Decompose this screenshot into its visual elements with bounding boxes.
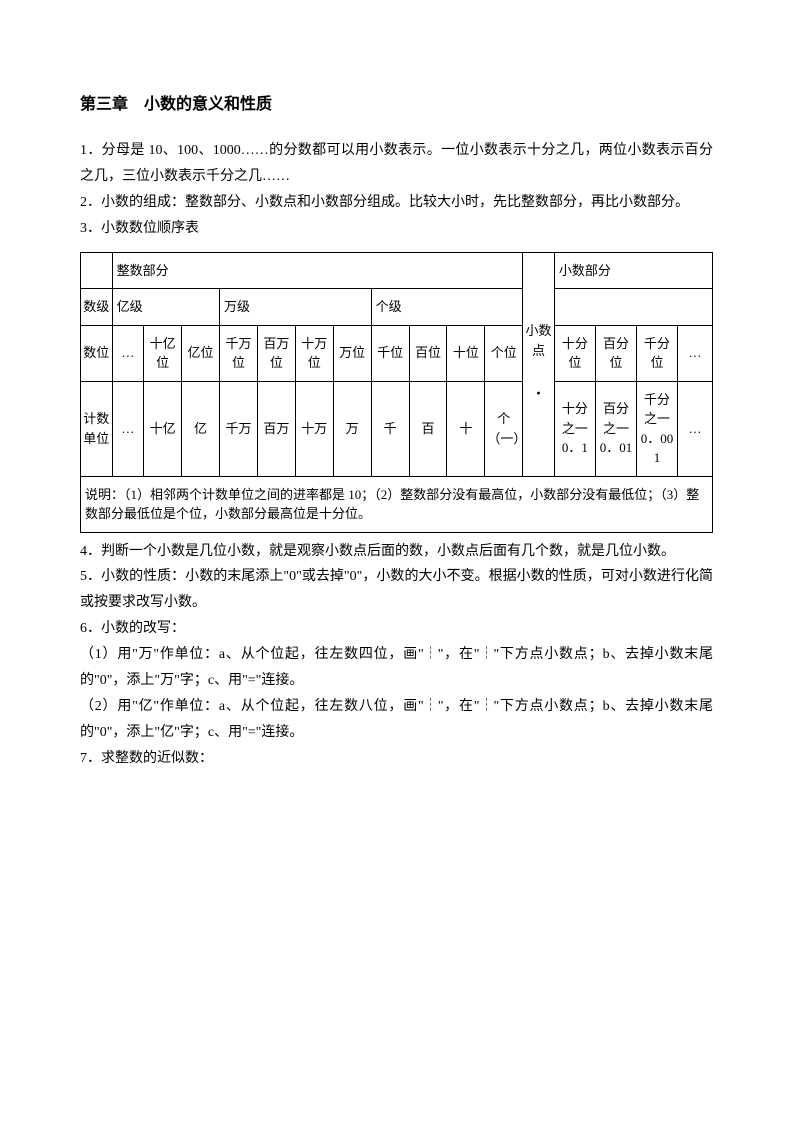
cell-pos-c5: 十万位: [295, 325, 333, 381]
cell-unit-c6: 万: [333, 381, 371, 476]
cell-pos-c9: 十位: [447, 325, 485, 381]
table-row-level: 数级 亿级 万级 个级: [81, 289, 713, 326]
cell-unit-d1: 十分之一0．1: [554, 381, 595, 476]
cell-pos-d1: 十分位: [554, 325, 595, 381]
paragraph-2: 2．小数的组成：整数部分、小数点和小数部分组成。比较大小时，先比整数部分，再比小…: [80, 190, 713, 216]
cell-pos-c4: 百万位: [257, 325, 295, 381]
cell-decimal-level-empty: [554, 289, 712, 326]
cell-pos-d2: 百分位: [595, 325, 636, 381]
dot-symbol: ·: [536, 383, 542, 403]
cell-pos-c6: 万位: [333, 325, 371, 381]
cell-unit-c5: 十万: [295, 381, 333, 476]
cell-unit-c9: 十: [447, 381, 485, 476]
cell-unit-dots2: …: [678, 381, 713, 476]
cell-unit-c7: 千: [371, 381, 409, 476]
cell-unit-label: 计数单位: [81, 381, 113, 476]
paragraph-5: 5．小数的性质：小数的末尾添上"0"或去掉"0"，小数的大小不变。根据小数的性质…: [80, 564, 713, 616]
cell-pos-label: 数位: [81, 325, 113, 381]
cell-unit-d3: 千分之一0．001: [637, 381, 678, 476]
cell-pos-c1: 十亿位: [144, 325, 182, 381]
page-content: 第三章 小数的意义和性质 1．分母是 10、100、1000……的分数都可以用小…: [0, 0, 793, 832]
cell-pos-c7: 千位: [371, 325, 409, 381]
cell-integer-part: 整数部分: [112, 252, 523, 289]
cell-pos-dots2: …: [678, 325, 713, 381]
paragraph-4: 4．判断一个小数是几位小数，就是观察小数点后面的数，小数点后面有几个数，就是几位…: [80, 539, 713, 565]
table-row-position: 数位 … 十亿位 亿位 千万位 百万位 十万位 万位 千位 百位 十位 个位 十…: [81, 325, 713, 381]
paragraph-1: 1．分母是 10、100、1000……的分数都可以用小数表示。一位小数表示十分之…: [80, 138, 713, 190]
paragraph-3: 3．小数数位顺序表: [80, 216, 713, 242]
table-row-note: 说明：（1）相邻两个计数单位之间的进率都是 10；（2）整数部分没有最高位，小数…: [81, 476, 713, 532]
cell-pos-c10: 个位: [485, 325, 523, 381]
paragraph-6: 6．小数的改写：: [80, 616, 713, 642]
cell-unit-c1: 十亿: [144, 381, 182, 476]
paragraph-6a: （1）用"万"作单位：a、从个位起，往左数四位，画"┆"，在"┆"下方点小数点；…: [80, 642, 713, 694]
cell-yi-level: 亿级: [112, 289, 219, 326]
table-row-unit: 计数单位 … 十亿 亿 千万 百万 十万 万 千 百 十 个（一） 十分之一0．…: [81, 381, 713, 476]
cell-unit-c8: 百: [409, 381, 447, 476]
cell-decimal-point-label: 小数点 ·: [523, 252, 555, 476]
cell-pos-d3: 千分位: [637, 325, 678, 381]
cell-pos-c3: 千万位: [220, 325, 258, 381]
digit-position-table: 整数部分 小数点· 小数部分 数级 亿级 万级 个级 数位 … 十亿位 亿位 千…: [80, 252, 713, 533]
cell-unit-c4: 百万: [257, 381, 295, 476]
paragraph-6b: （2）用"亿"作单位：a、从个位起，往左数八位，画"┆"，在"┆"下方点小数点；…: [80, 694, 713, 746]
cell-unit-dots: …: [112, 381, 144, 476]
cell-wan-level: 万级: [220, 289, 372, 326]
cell-pos-c2: 亿位: [182, 325, 220, 381]
chapter-title: 第三章 小数的意义和性质: [80, 90, 713, 114]
cell-empty: [81, 252, 113, 289]
cell-unit-c10: 个（一）: [485, 381, 523, 476]
cell-ge-level: 个级: [371, 289, 523, 326]
cell-note: 说明：（1）相邻两个计数单位之间的进率都是 10；（2）整数部分没有最高位，小数…: [81, 476, 713, 532]
table-row-header: 整数部分 小数点· 小数部分: [81, 252, 713, 289]
cell-pos-dots: …: [112, 325, 144, 381]
cell-unit-d2: 百分之一0．01: [595, 381, 636, 476]
cell-decimal-part: 小数部分: [554, 252, 712, 289]
cell-unit-c2: 亿: [182, 381, 220, 476]
decimal-point-text: 小数点: [526, 323, 552, 358]
cell-unit-c3: 千万: [220, 381, 258, 476]
cell-pos-c8: 百位: [409, 325, 447, 381]
paragraph-7: 7．求整数的近似数：: [80, 746, 713, 772]
cell-level-label: 数级: [81, 289, 113, 326]
